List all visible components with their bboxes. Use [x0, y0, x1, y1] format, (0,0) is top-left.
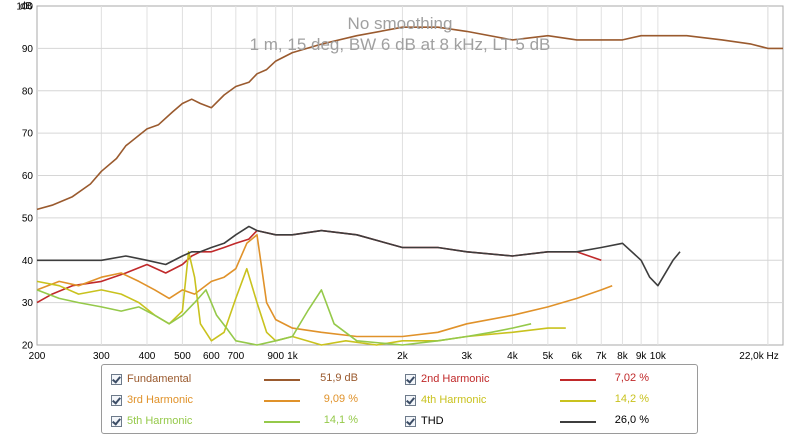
- legend-item-4th-harmonic[interactable]: 4th Harmonic: [405, 391, 486, 409]
- x-tick-label: 9k: [636, 351, 648, 362]
- y-tick-label: 80: [22, 86, 34, 97]
- x-tick-label: 1k: [287, 351, 299, 362]
- legend-item-3rd-harmonic[interactable]: 3rd Harmonic: [111, 391, 193, 409]
- legend-swatch: [560, 421, 596, 423]
- y-axis-unit-label: dB: [20, 1, 33, 12]
- x-tick-label: 4k: [507, 351, 519, 362]
- series-line-4th-harmonic: [36, 251, 566, 346]
- checkbox-icon[interactable]: [111, 373, 122, 385]
- legend-label: Fundamental: [127, 373, 192, 385]
- y-tick-label: 70: [22, 129, 34, 140]
- legend-swatch: [264, 400, 300, 402]
- y-tick-label: 50: [22, 213, 34, 224]
- checkbox-icon[interactable]: [405, 415, 416, 427]
- legend-label: 3rd Harmonic: [127, 394, 194, 406]
- x-tick-label: 500: [174, 351, 191, 362]
- series-line-thd: [37, 225, 681, 287]
- x-tick-label: 200: [29, 351, 46, 362]
- x-tick-label: 700: [227, 351, 244, 362]
- legend-swatch: [264, 379, 300, 381]
- x-tick-label: 600: [203, 351, 220, 362]
- y-tick-label: 40: [22, 256, 34, 267]
- x-tick-label: 400: [139, 351, 156, 362]
- legend-item-fundamental[interactable]: Fundamental: [111, 370, 191, 388]
- x-tick-label: 7k: [596, 351, 608, 362]
- series-line-fundamental: [36, 26, 783, 211]
- x-tick-label: 3k: [462, 351, 474, 362]
- legend-item-5th-harmonic[interactable]: 5th Harmonic: [111, 412, 192, 430]
- checkbox-icon[interactable]: [111, 415, 122, 427]
- legend-swatch: [560, 400, 596, 402]
- y-tick-label: 90: [22, 44, 34, 55]
- x-tick-label: 6k: [572, 351, 584, 362]
- series-line-3rd-harmonic: [36, 234, 613, 338]
- x-tick-label: 10k: [650, 351, 667, 362]
- chart-title: No smoothing: [348, 14, 453, 33]
- legend-item-2nd-harmonic[interactable]: 2nd Harmonic: [405, 370, 489, 388]
- x-tick-label: 8k: [617, 351, 629, 362]
- y-tick-label: 60: [22, 171, 34, 182]
- checkbox-icon[interactable]: [405, 394, 416, 406]
- x-tick-label: 5k: [543, 351, 555, 362]
- series-lines: [36, 26, 783, 346]
- legend-panel: Fundamental 51,9 dB 2nd Harmonic 7,02 % …: [101, 364, 698, 434]
- x-tick-label: 2k: [397, 351, 409, 362]
- checkbox-icon[interactable]: [111, 394, 122, 406]
- legend-item-thd[interactable]: THD: [405, 412, 444, 430]
- x-tick-label: 22,0k Hz: [739, 351, 778, 362]
- y-tick-label: 30: [22, 298, 34, 309]
- y-tick-label: 20: [22, 341, 34, 352]
- legend-label: 4th Harmonic: [421, 394, 487, 406]
- legend-value: 14,2 %: [614, 393, 649, 405]
- grid: [37, 6, 783, 345]
- legend-swatch: [560, 379, 596, 381]
- legend-value: 9,09 %: [323, 393, 358, 405]
- axis-ticks: 20 30 40 50 60 70 80 90 100 200 300 400 500 600 700 900…: [16, 2, 778, 363]
- legend-swatch: [264, 421, 300, 423]
- series-line-5th-harmonic: [36, 289, 532, 346]
- legend-label: THD: [421, 415, 444, 427]
- legend-label: 2nd Harmonic: [421, 373, 490, 385]
- checkbox-icon[interactable]: [405, 373, 416, 385]
- legend-value: 26,0 %: [614, 414, 649, 426]
- legend-label: 5th Harmonic: [127, 415, 193, 427]
- legend-value: 14,1 %: [323, 414, 358, 426]
- x-tick-label: 900: [267, 351, 284, 362]
- chart-subtitle: 1 m, 15 deg, BW 6 dB at 8 kHz, LT 5 dB: [250, 35, 551, 54]
- x-tick-label: 300: [93, 351, 110, 362]
- y-tick-label: 100: [16, 2, 33, 13]
- legend-value: 51,9 dB: [320, 372, 358, 384]
- legend-value: 7,02 %: [614, 372, 649, 384]
